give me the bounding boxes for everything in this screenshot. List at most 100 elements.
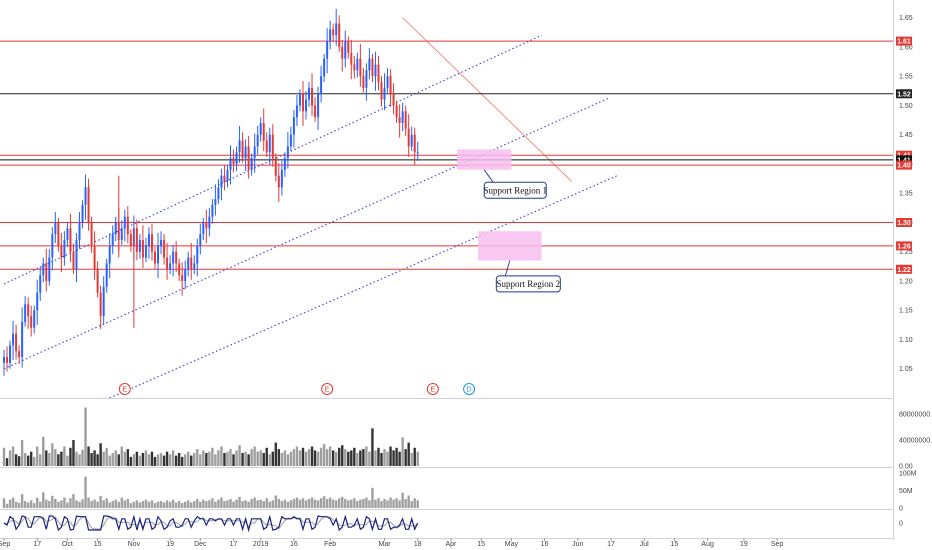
- candle-body: [398, 117, 401, 124]
- volume-bar: [17, 456, 21, 466]
- candle-body: [48, 257, 51, 281]
- candle-body: [141, 240, 144, 258]
- volume-oscillator-bar: [386, 500, 389, 508]
- volume-bar: [69, 447, 72, 466]
- level-price-label: 1.22: [897, 267, 911, 274]
- volume-bar: [147, 454, 151, 466]
- volume-oscillator-bar: [123, 500, 126, 508]
- volume-bar: [81, 449, 84, 466]
- volume-bar: [102, 451, 105, 466]
- volume-bar: [410, 453, 413, 466]
- volume-bar: [129, 456, 133, 466]
- volume-bar: [365, 446, 368, 466]
- volume-bar: [144, 450, 148, 466]
- volume-bar: [223, 453, 226, 466]
- volume-bar: [174, 455, 178, 466]
- volume-bar: [392, 450, 395, 466]
- volume-oscillator-bar: [42, 492, 45, 508]
- volume-bar: [247, 454, 250, 466]
- candle-body: [214, 199, 217, 205]
- volume-oscillator-bar: [280, 501, 284, 508]
- volume-oscillator-bar: [126, 498, 130, 508]
- volume-oscillator-bar: [39, 501, 42, 508]
- volume-oscillator-bar: [347, 500, 350, 508]
- horizontal-levels[interactable]: [0, 40, 893, 270]
- candle-body: [24, 304, 27, 322]
- volume-oscillator-bar: [111, 501, 114, 508]
- volume-oscillator-bar: [17, 502, 21, 508]
- time-tick-label: Jul: [640, 541, 649, 548]
- volume-bar: [256, 451, 259, 466]
- support-regions[interactable]: [457, 149, 542, 261]
- level-price-label: 1.26: [897, 243, 911, 250]
- volume-bar: [66, 455, 69, 466]
- candle-body: [368, 58, 371, 71]
- price-tick-label: 1.55: [899, 74, 913, 81]
- price-tick-label: 1.15: [899, 308, 913, 315]
- volume-oscillator-bar: [295, 497, 299, 508]
- level-price-label-bg: [896, 155, 912, 165]
- candle-body: [271, 134, 274, 159]
- volume-oscillator-bar: [81, 499, 84, 508]
- volume-tick-label: 0.00: [899, 464, 913, 471]
- volume-bar: [404, 449, 407, 466]
- volume-oscillator-bar: [93, 499, 96, 508]
- volume-oscillator-bar: [274, 495, 277, 508]
- candle-body: [256, 134, 259, 147]
- volume-oscillator-bar: [66, 502, 69, 508]
- time-tick-label: 19: [166, 541, 174, 548]
- candle-body: [416, 152, 419, 154]
- price-tick-label: 1.05: [899, 366, 913, 373]
- volume-bar: [159, 453, 163, 466]
- candle-body: [66, 228, 69, 241]
- volume-oscillator-bar: [325, 498, 329, 508]
- volume-oscillator-bar: [356, 501, 359, 508]
- candle-body: [57, 222, 60, 246]
- candle-body: [329, 29, 332, 42]
- time-tick-label: Mar: [378, 541, 391, 548]
- candle-body: [326, 41, 329, 59]
- time-tick-label: 18: [414, 541, 422, 548]
- volume-oscillator-bar: [36, 497, 39, 508]
- channel-lines[interactable]: [3, 17, 618, 399]
- volume-oscillator-bar: [383, 498, 386, 508]
- volume-bar: [298, 450, 302, 466]
- volume-bar: [310, 446, 314, 466]
- volume-oscillator-bar: [11, 497, 15, 508]
- volume-oscillator-bar: [289, 500, 293, 508]
- volume-bar: [108, 455, 111, 466]
- price-tick-label: 1.45: [899, 132, 913, 139]
- volume-bar: [45, 450, 48, 466]
- candle-body: [160, 240, 163, 246]
- candle-body: [150, 234, 153, 252]
- candle-body: [15, 333, 18, 352]
- candle-body: [217, 187, 220, 200]
- volume-oscillator-bar: [8, 499, 12, 508]
- volume-bar: [362, 449, 365, 466]
- volume-oscillator-bar: [5, 503, 9, 508]
- annotations[interactable]: Support Region 1 Support Region 2: [483, 169, 561, 293]
- volume-oscillator-bar: [102, 500, 105, 508]
- time-tick-label: Apr: [446, 541, 458, 548]
- volume-oscillator-bar: [156, 501, 160, 508]
- volume-oscillator-bar: [250, 498, 253, 508]
- candle-body: [114, 222, 117, 235]
- support-region-callout-label: Support Region 2: [497, 279, 561, 289]
- candle-body: [283, 158, 286, 170]
- volume-oscillator-bar: [238, 496, 241, 508]
- candle-body: [102, 286, 105, 317]
- time-tick-label: May: [505, 541, 519, 548]
- candle-body: [365, 70, 368, 88]
- time-tick-label: 16: [541, 541, 549, 548]
- candle-body: [75, 240, 78, 270]
- candle-body: [169, 263, 172, 270]
- volume-oscillator-bar: [199, 501, 202, 508]
- candle-body: [193, 263, 196, 270]
- volume-oscillator-bar: [99, 495, 102, 508]
- volume-oscillator-bar: [410, 501, 413, 508]
- candle-body: [223, 175, 226, 182]
- candle-body: [154, 251, 156, 264]
- volume-bar: [214, 454, 217, 466]
